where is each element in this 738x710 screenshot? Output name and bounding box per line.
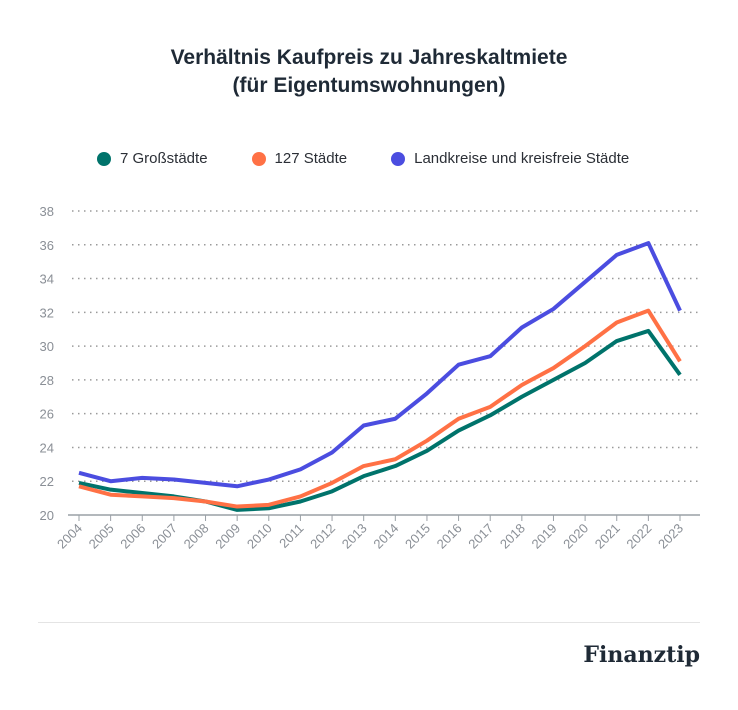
legend-item-grossstaedte: 7 Großstädte xyxy=(97,150,208,167)
x-tick-label: 2019 xyxy=(529,521,560,552)
legend-swatch xyxy=(391,151,406,166)
series-line-2 xyxy=(78,241,682,489)
legend-swatch xyxy=(97,151,111,166)
y-tick-label: 32 xyxy=(40,305,54,320)
x-tick-label: 2008 xyxy=(181,521,212,552)
y-tick-label: 30 xyxy=(40,339,54,354)
x-tick-label: 2020 xyxy=(560,521,591,552)
x-tick-label: 2022 xyxy=(623,521,654,552)
divider xyxy=(38,622,700,623)
x-tick-label: 2011 xyxy=(276,521,306,551)
x-tick-label: 2017 xyxy=(465,521,496,552)
x-tick-label: 2023 xyxy=(655,521,686,552)
x-tick-label: 2016 xyxy=(434,521,465,552)
chart-title: Verhältnis Kaufpreis zu Jahreskaltmiete … xyxy=(0,44,738,100)
x-tick-label: 2012 xyxy=(307,521,338,552)
x-tick-label: 2009 xyxy=(212,521,243,552)
y-tick-label: 24 xyxy=(40,440,54,455)
legend-label: 127 Städte xyxy=(274,150,348,167)
y-tick-label: 20 xyxy=(40,508,54,523)
x-tick-label: 2006 xyxy=(117,521,148,552)
x-tick-label: 2013 xyxy=(339,521,370,552)
title-line-1: Verhältnis Kaufpreis zu Jahreskaltmiete xyxy=(170,46,568,69)
x-tick-label: 2004 xyxy=(54,521,85,552)
x-tick-label: 2010 xyxy=(244,521,275,552)
series-line-1 xyxy=(78,308,682,509)
y-tick-label: 34 xyxy=(40,272,54,287)
x-tick-label: 2018 xyxy=(497,521,528,552)
finanztip-logo: Finanztip xyxy=(583,642,700,668)
legend-label: 7 Großstädte xyxy=(120,150,208,167)
y-tick-label: 36 xyxy=(40,238,54,253)
legend: 7 Großstädte 127 Städte Landkreise und k… xyxy=(97,150,673,167)
y-tick-label: 28 xyxy=(40,373,54,388)
legend-label: Landkreise und kreisfreie Städte xyxy=(414,150,630,167)
legend-item-127-staedte: 127 Städte xyxy=(251,150,348,167)
x-tick-label: 2007 xyxy=(149,521,180,552)
legend-swatch xyxy=(251,151,266,166)
y-tick-label: 22 xyxy=(40,474,54,489)
x-tick-label: 2005 xyxy=(86,521,117,552)
x-tick-label: 2015 xyxy=(402,521,433,552)
title-line-2: (für Eigentumswohnungen) xyxy=(232,74,506,97)
y-tick-label: 38 xyxy=(40,204,54,219)
legend-item-landkreise: Landkreise und kreisfreie Städte xyxy=(391,150,629,167)
x-tick-label: 2014 xyxy=(370,521,401,552)
x-tick-label: 2021 xyxy=(592,521,623,552)
y-tick-label: 26 xyxy=(40,407,54,422)
